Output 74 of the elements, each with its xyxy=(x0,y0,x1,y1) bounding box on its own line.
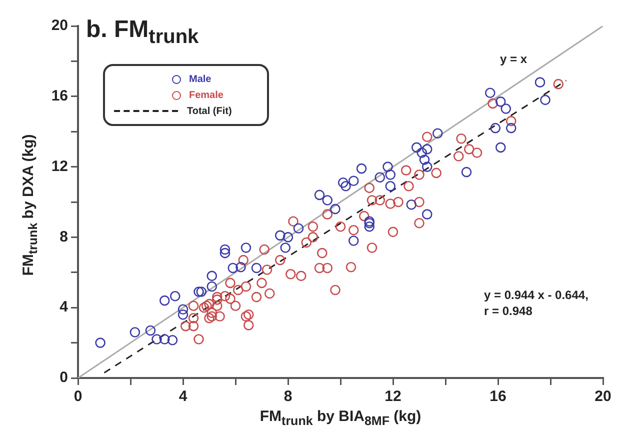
point xyxy=(500,104,512,114)
point xyxy=(534,77,546,88)
point xyxy=(406,199,417,210)
x-tick-label: 20 xyxy=(594,388,612,406)
point xyxy=(314,190,325,200)
point xyxy=(330,204,340,214)
point xyxy=(340,181,351,192)
point xyxy=(251,262,262,274)
x-axis-title: FM$_{trunk}$ by BIA$_{8MF}$ (kg) xyxy=(258,408,422,428)
point xyxy=(374,172,386,183)
point xyxy=(95,338,106,348)
y-tick-label: 20 xyxy=(51,17,68,34)
y-tick-label: 12 xyxy=(51,158,68,175)
point xyxy=(228,262,238,274)
legend-label: Female xyxy=(189,90,224,100)
annotation: y = x xyxy=(500,52,528,66)
y-tick-label: 8 xyxy=(60,228,68,246)
point xyxy=(282,232,294,242)
point xyxy=(170,291,180,302)
point xyxy=(220,248,230,258)
point xyxy=(178,309,188,320)
point xyxy=(416,148,428,158)
point xyxy=(484,88,496,98)
legend-label: Male xyxy=(189,74,212,84)
point xyxy=(432,128,443,139)
point xyxy=(495,96,506,107)
point xyxy=(422,162,432,172)
point xyxy=(240,242,252,253)
x-tick-label: 16 xyxy=(490,388,506,406)
x-tick-label: 8 xyxy=(284,388,292,406)
point xyxy=(382,162,393,172)
point xyxy=(422,209,432,220)
annotation: y = 0.944 x - 0.644, xyxy=(484,288,588,302)
point xyxy=(293,223,304,234)
point xyxy=(196,286,207,297)
point xyxy=(422,144,432,154)
point xyxy=(540,94,550,106)
point xyxy=(206,281,218,292)
point xyxy=(130,327,140,338)
point xyxy=(490,122,501,134)
point xyxy=(338,177,348,188)
x-tick-label: 0 xyxy=(74,388,82,406)
point xyxy=(280,242,291,253)
point xyxy=(506,122,516,134)
point xyxy=(411,142,422,153)
point xyxy=(152,334,162,344)
x-tick-label: 12 xyxy=(384,388,402,406)
y-tick-label: 4 xyxy=(60,298,69,316)
point xyxy=(220,244,230,255)
y-tick-label: 0 xyxy=(60,369,68,386)
point xyxy=(348,176,359,186)
point xyxy=(385,181,396,192)
point xyxy=(495,142,506,153)
point xyxy=(364,221,375,232)
point xyxy=(322,195,333,206)
legend-frame: Male Female Total (Fit) xyxy=(103,64,269,126)
point xyxy=(145,325,156,336)
point xyxy=(348,236,359,246)
y-tick-label: 16 xyxy=(51,88,68,105)
point xyxy=(419,154,430,165)
point xyxy=(167,335,178,346)
point xyxy=(356,163,367,174)
point xyxy=(274,230,286,241)
point xyxy=(236,262,246,272)
annotation: r = 0.948 xyxy=(484,304,532,318)
point xyxy=(178,304,188,315)
point xyxy=(461,166,472,178)
chart-title: b. FM$_{trunk}$ xyxy=(86,16,199,49)
point xyxy=(159,334,170,344)
point xyxy=(385,170,396,180)
point xyxy=(206,270,218,282)
point xyxy=(194,286,204,297)
point xyxy=(159,295,170,306)
x-tick-label: 4 xyxy=(178,388,188,406)
